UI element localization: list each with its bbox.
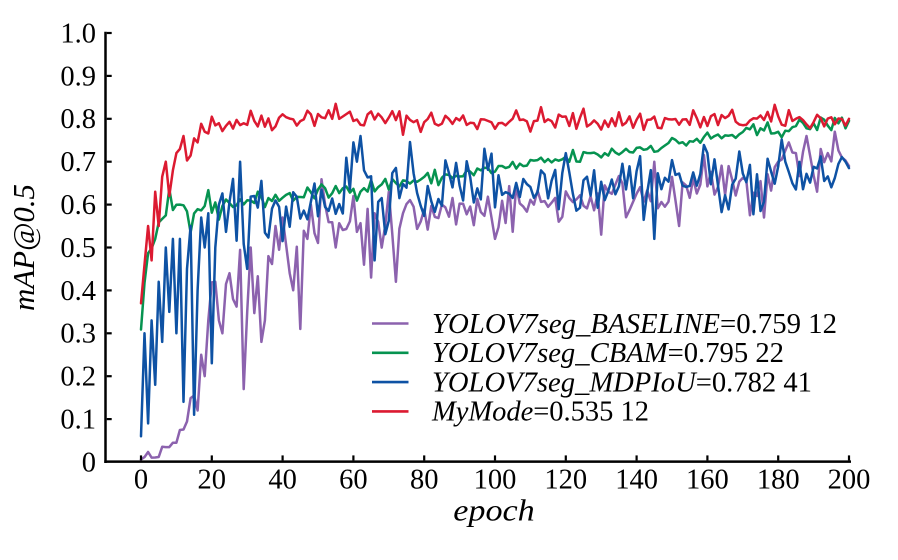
svg-text:0.1: 0.1 [60, 405, 96, 436]
svg-text:0.9: 0.9 [60, 61, 96, 92]
svg-text:140: 140 [615, 465, 658, 496]
svg-text:0: 0 [82, 447, 96, 478]
svg-text:60: 60 [339, 465, 368, 496]
svg-text:0.3: 0.3 [60, 319, 96, 350]
svg-text:120: 120 [544, 465, 587, 496]
svg-text:180: 180 [757, 465, 800, 496]
svg-text:0.2: 0.2 [60, 362, 96, 393]
svg-text:0.7: 0.7 [60, 147, 96, 178]
svg-text:0.4: 0.4 [60, 276, 96, 307]
svg-text:0.6: 0.6 [60, 190, 96, 221]
svg-text:mAP@0.5: mAP@0.5 [6, 184, 41, 311]
svg-text:100: 100 [474, 465, 517, 496]
svg-text:YOLOV7seg_BASELINE=0.759 12: YOLOV7seg_BASELINE =0.759 12 [432, 309, 837, 340]
svg-text:40: 40 [268, 465, 297, 496]
svg-text:1.0: 1.0 [60, 18, 96, 49]
svg-text:YOLOV7seg_CBAM=0.795 22: YOLOV7seg_CBAM=0.795 22 [432, 338, 784, 369]
svg-text:0.8: 0.8 [60, 104, 96, 135]
svg-text:160: 160 [686, 465, 729, 496]
svg-text:20: 20 [198, 465, 227, 496]
svg-text:200: 200 [828, 465, 871, 496]
svg-text:0.5: 0.5 [60, 233, 96, 264]
svg-text:YOLOV7seg_MDPIoU=0.782 41: YOLOV7seg_MDPIoU=0.782 41 [432, 367, 812, 398]
svg-text:epoch: epoch [453, 493, 535, 528]
svg-text:0: 0 [134, 465, 148, 496]
svg-text:80: 80 [410, 465, 439, 496]
svg-text:MyMode=0.535 12: MyMode=0.535 12 [431, 397, 649, 428]
